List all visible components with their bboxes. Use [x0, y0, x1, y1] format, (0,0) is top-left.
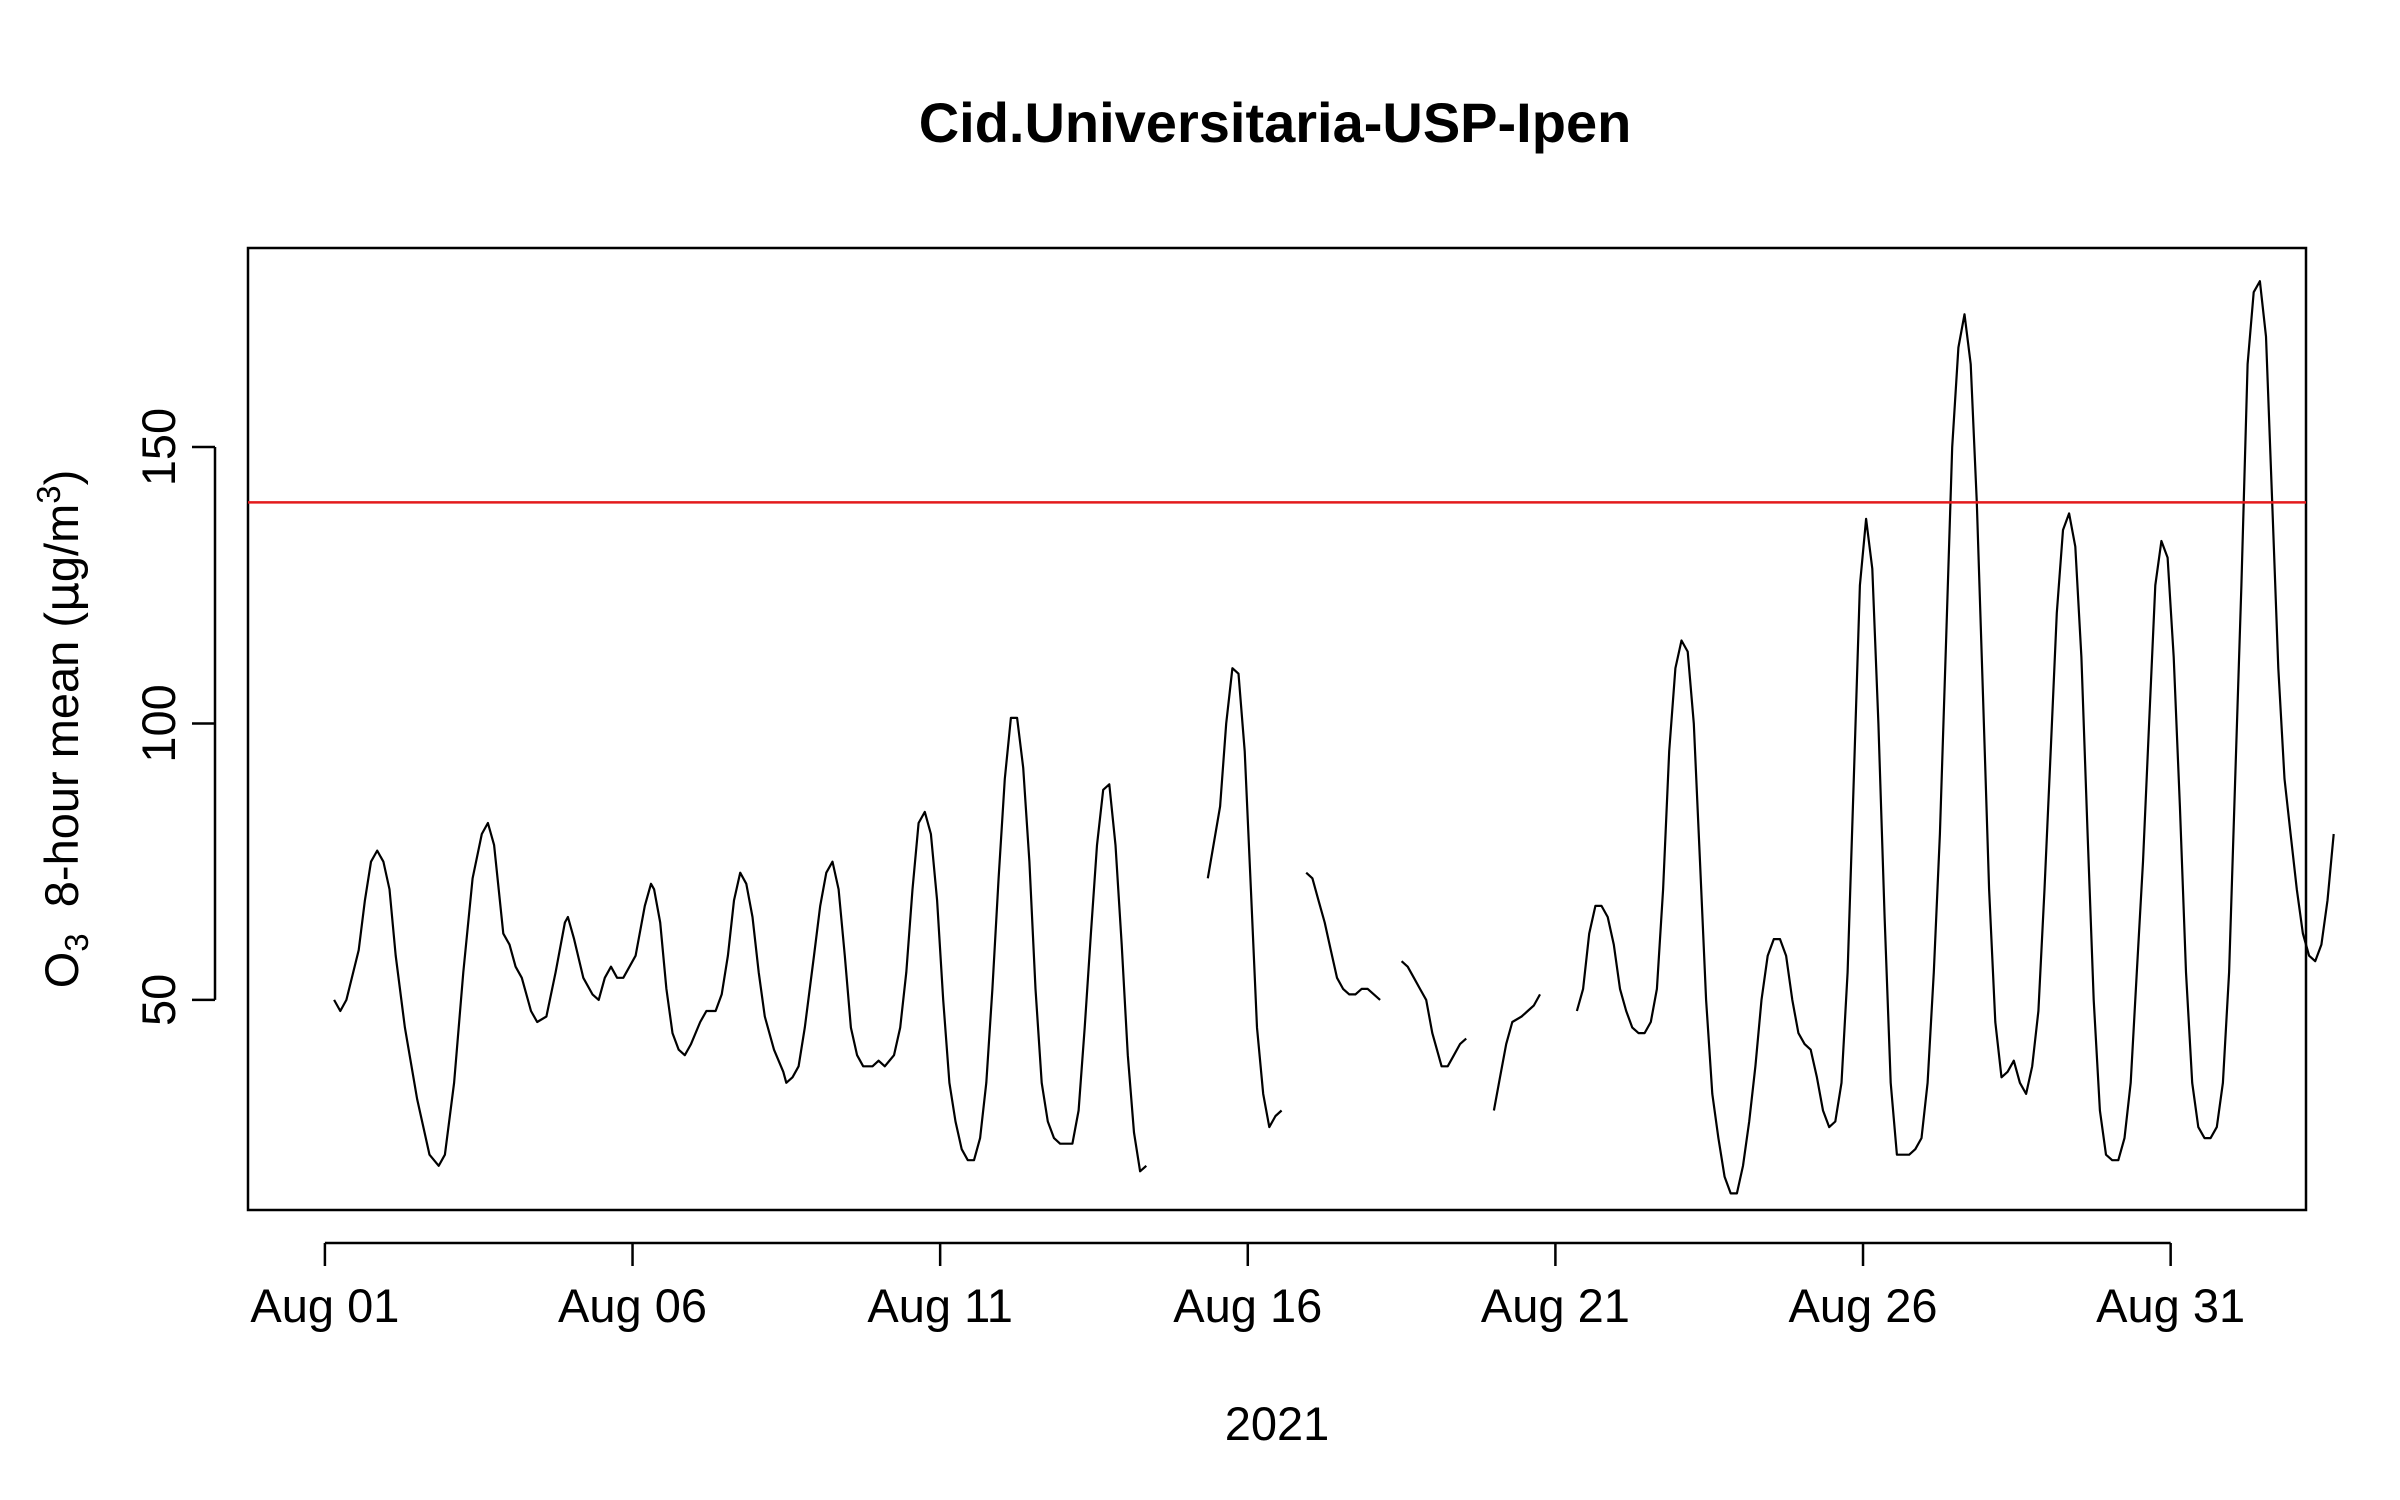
y-label-middle: 8-hour mean ( — [35, 612, 88, 934]
x-tick-label: Aug 21 — [1481, 1279, 1630, 1332]
x-axis: Aug 01 Aug 06 Aug 11 Aug 16 Aug 21 Aug 26 Aug … — [250, 1241, 2245, 1332]
y-tick-label: 150 — [132, 408, 185, 486]
plot-frame — [246, 246, 2308, 1212]
y-label-prefix: O — [35, 952, 88, 989]
y-label-subscript: 3 — [58, 933, 95, 951]
y-label-superscript: 3 — [30, 485, 67, 503]
y-axis-label: O3 8-hour mean (µg/m3) — [30, 470, 95, 989]
y-tick-label: 100 — [132, 684, 185, 762]
series-line-segment — [333, 716, 1148, 1173]
x-axis-label: 2021 — [1225, 1397, 1330, 1450]
chart-title: Cid.Universitaria-USP-Ipen — [919, 91, 1632, 154]
y-tick-label: 50 — [132, 974, 185, 1026]
x-tick-label: Aug 01 — [250, 1279, 399, 1332]
x-tick-label: Aug 11 — [867, 1279, 1012, 1332]
series-layer — [333, 280, 2335, 1195]
x-tick-label: Aug 31 — [2096, 1279, 2245, 1332]
x-tick-label: Aug 06 — [558, 1279, 707, 1332]
series-line-segment — [1206, 667, 1283, 1129]
series-line-segment — [1305, 871, 1381, 1001]
x-tick-label: Aug 26 — [1789, 1279, 1938, 1332]
y-label-unit: g/m — [35, 504, 88, 582]
series-line-segment — [1575, 280, 2335, 1195]
series-line-segment — [1492, 993, 1541, 1111]
series-line-segment — [1400, 960, 1467, 1068]
y-label-suffix: ) — [35, 470, 88, 486]
y-label-mu: µ — [35, 582, 90, 612]
y-axis: 50 100 150 — [132, 408, 217, 1026]
x-tick-label: Aug 16 — [1173, 1279, 1322, 1332]
